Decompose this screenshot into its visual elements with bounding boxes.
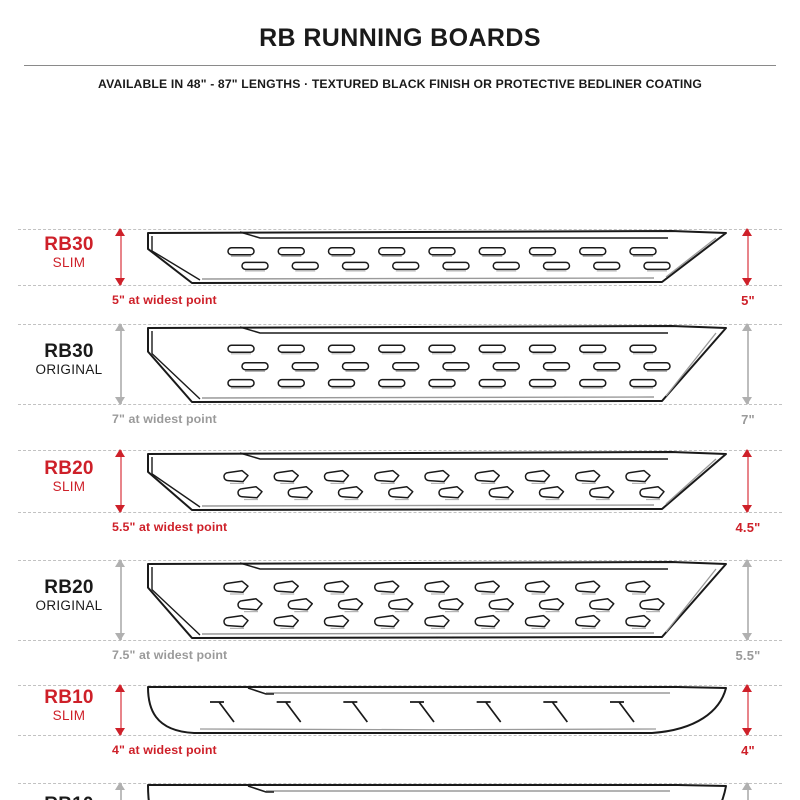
tread-pattern bbox=[227, 344, 671, 389]
product-row: RB20 ORIGINAL 7.5" at widest point 5.5" bbox=[0, 105, 800, 800]
page-title: RB RUNNING BOARDS bbox=[259, 24, 541, 52]
board-image-rb20-original bbox=[130, 560, 730, 645]
product-model: RB10 bbox=[26, 795, 112, 800]
tread-pattern bbox=[223, 469, 665, 501]
product-row: RB10ORIGINAL6" at widest point6" bbox=[0, 105, 800, 800]
guide-line-bottom bbox=[18, 512, 782, 513]
widest-point-label: 4" at widest point bbox=[112, 743, 217, 757]
height-value-label: 4" bbox=[741, 743, 755, 758]
product-row: RB10 SLIM 4" at widest point 4" bbox=[0, 105, 800, 800]
guide-line-bottom bbox=[18, 404, 782, 405]
dimension-arrow-left bbox=[114, 228, 128, 286]
board-illustration bbox=[147, 686, 727, 734]
board-image-rb10-slim bbox=[130, 685, 730, 740]
product-row: RB30 SLIM 5" at widest point 5" bbox=[0, 105, 800, 800]
tread-pattern bbox=[227, 247, 671, 272]
dimension-arrow-left bbox=[114, 782, 128, 800]
guide-line-top bbox=[18, 560, 782, 561]
height-value-label: 4.5" bbox=[735, 520, 761, 535]
guide-line-top bbox=[18, 229, 782, 230]
product-variant: ORIGINAL bbox=[35, 597, 103, 613]
guide-line-bottom bbox=[18, 285, 782, 286]
product-model: RB20 bbox=[44, 458, 94, 479]
dimension-arrow-right bbox=[741, 684, 755, 736]
guide-line-top bbox=[18, 450, 782, 451]
widest-point-label: 7.5" at widest point bbox=[112, 648, 228, 662]
widest-point-label: 5.5" at widest point bbox=[112, 520, 228, 534]
guide-line-top bbox=[18, 685, 782, 686]
board-image-rb30-original bbox=[130, 324, 730, 409]
dimension-arrow-left bbox=[114, 559, 128, 641]
widest-point-label: 7" at widest point bbox=[112, 412, 217, 426]
board-illustration bbox=[147, 325, 727, 403]
product-model: RB20 bbox=[44, 577, 94, 598]
board-image-rb30-slim bbox=[130, 229, 730, 290]
height-value-label: 5" bbox=[741, 293, 755, 308]
product-variant: SLIM bbox=[52, 478, 86, 494]
dimension-arrow-right bbox=[741, 782, 755, 800]
product-variant: ORIGINAL bbox=[35, 361, 103, 377]
header-divider bbox=[24, 65, 776, 66]
dimension-arrow-right bbox=[741, 449, 755, 513]
height-value-label: 7" bbox=[741, 412, 755, 427]
guide-line-bottom bbox=[18, 640, 782, 641]
product-row: RB30 ORIGINAL 7" at widest point 7" bbox=[0, 105, 800, 800]
height-value-label: 5.5" bbox=[735, 648, 761, 663]
dimension-arrow-right bbox=[741, 323, 755, 405]
product-label-rb20-slim: RB20 SLIM bbox=[26, 459, 112, 495]
product-label-rb10-slim: RB10 SLIM bbox=[26, 688, 112, 724]
board-illustration bbox=[147, 230, 727, 284]
product-label-rb20-original: RB20 ORIGINAL bbox=[26, 578, 112, 614]
tread-pattern bbox=[223, 580, 665, 629]
guide-line-top bbox=[18, 324, 782, 325]
board-illustration bbox=[147, 784, 727, 800]
board-image-rb10-original bbox=[130, 783, 730, 800]
board-illustration bbox=[147, 451, 727, 511]
dimension-arrow-left bbox=[114, 449, 128, 513]
board-illustration bbox=[147, 561, 727, 639]
header-subtitle: AVAILABLE IN 48" - 87" LENGTHS · TEXTURE… bbox=[98, 77, 702, 91]
product-label-rb10-original: RB10ORIGINAL bbox=[26, 795, 112, 800]
guide-line-bottom bbox=[18, 735, 782, 736]
product-label-rb30-slim: RB30 SLIM bbox=[26, 235, 112, 271]
product-row: RB20 SLIM 5.5" at widest point 4.5" bbox=[0, 105, 800, 800]
dimension-arrow-right bbox=[741, 559, 755, 641]
product-model: RB30 bbox=[44, 341, 94, 362]
dimension-arrow-right bbox=[741, 228, 755, 286]
header: RB RUNNING BOARDS AVAILABLE IN 48" - 87"… bbox=[0, 0, 800, 91]
product-model: RB30 bbox=[44, 234, 94, 255]
product-model: RB10 bbox=[44, 687, 94, 708]
board-image-rb20-slim bbox=[130, 450, 730, 517]
dimension-arrow-left bbox=[114, 323, 128, 405]
widest-point-label: 5" at widest point bbox=[112, 293, 217, 307]
product-label-rb30-original: RB30 ORIGINAL bbox=[26, 342, 112, 378]
product-variant: SLIM bbox=[52, 707, 86, 723]
guide-line-top bbox=[18, 783, 782, 784]
dimension-arrow-left bbox=[114, 684, 128, 736]
product-variant: SLIM bbox=[52, 254, 86, 270]
